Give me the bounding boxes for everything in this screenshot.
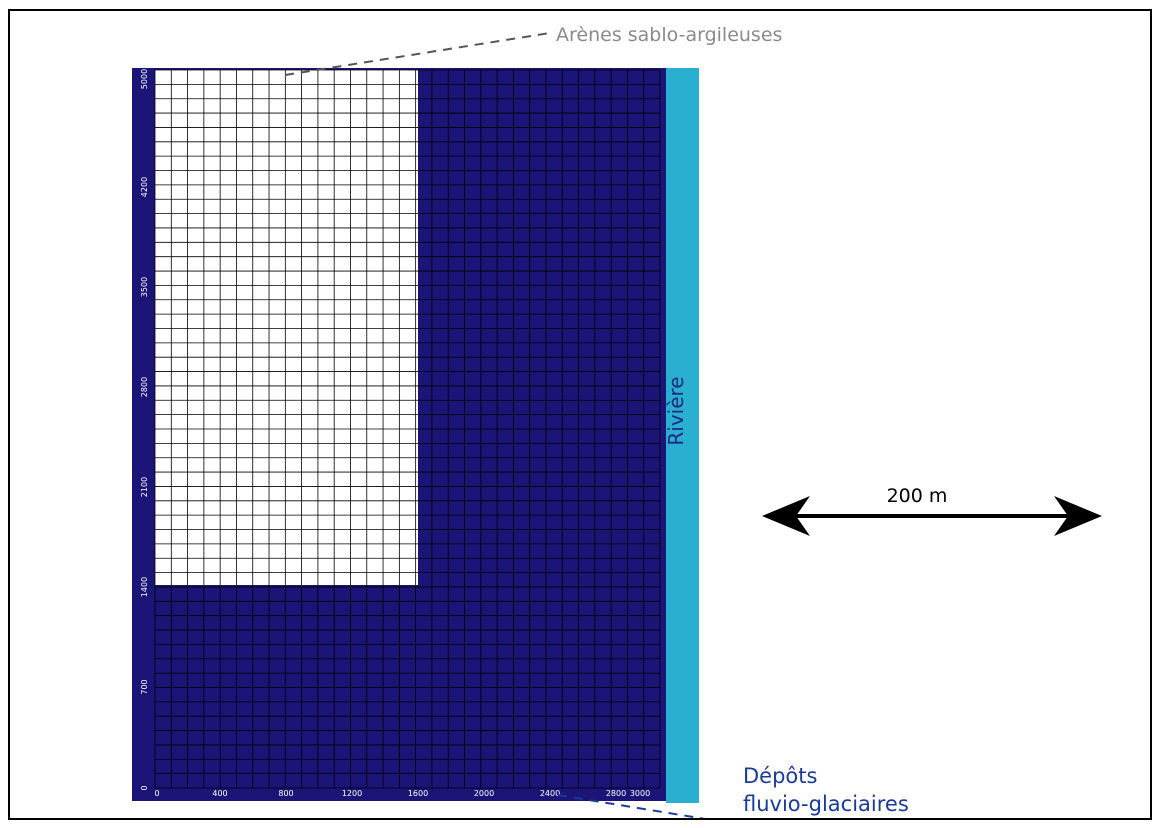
arenes-label: Arènes sablo-argileuses [556,24,782,46]
y-tick-label: 0 [140,785,149,790]
river-label: Rivière [664,376,688,445]
figure-frame: 0 400 800 1200 1600 2000 2400 2800 3000 0 700 1400… [8,9,1152,820]
x-tick-label: 2000 [474,789,494,798]
y-tick-label: 4200 [140,177,149,197]
depots-label-line2: fluvio-glaciaires [743,792,909,816]
x-tick-label: 1200 [342,789,362,798]
x-axis-ticks: 0 400 800 1200 1600 2000 2400 2800 3000 [154,789,650,798]
depots-label-line1: Dépôts [743,764,817,788]
sandy-clay-zone [155,70,418,585]
x-tick-label: 2800 [606,789,626,798]
y-tick-label: 1400 [140,577,149,597]
arenes-leader-line [284,32,551,76]
y-axis-ticks: 0 700 1400 2100 2800 3500 4200 5000 [140,69,149,791]
depots-leader-line [557,794,706,818]
model-grid [154,69,661,789]
y-tick-label: 2800 [140,377,149,397]
x-tick-label: 800 [278,789,293,798]
model-diagram: 0 400 800 1200 1600 2000 2400 2800 3000 0 700 1400… [132,24,1102,818]
x-tick-label: 1600 [408,789,428,798]
x-tick-label: 3000 [630,789,650,798]
y-tick-label: 3500 [140,277,149,297]
scale-label: 200 m [887,485,948,507]
y-tick-label: 5000 [140,69,149,89]
x-tick-label: 0 [154,789,159,798]
scale-arrow [762,496,1102,536]
x-tick-label: 2400 [540,789,560,798]
y-tick-label: 700 [140,679,149,694]
y-tick-label: 2100 [140,477,149,497]
x-tick-label: 400 [212,789,227,798]
river-band [666,68,699,803]
